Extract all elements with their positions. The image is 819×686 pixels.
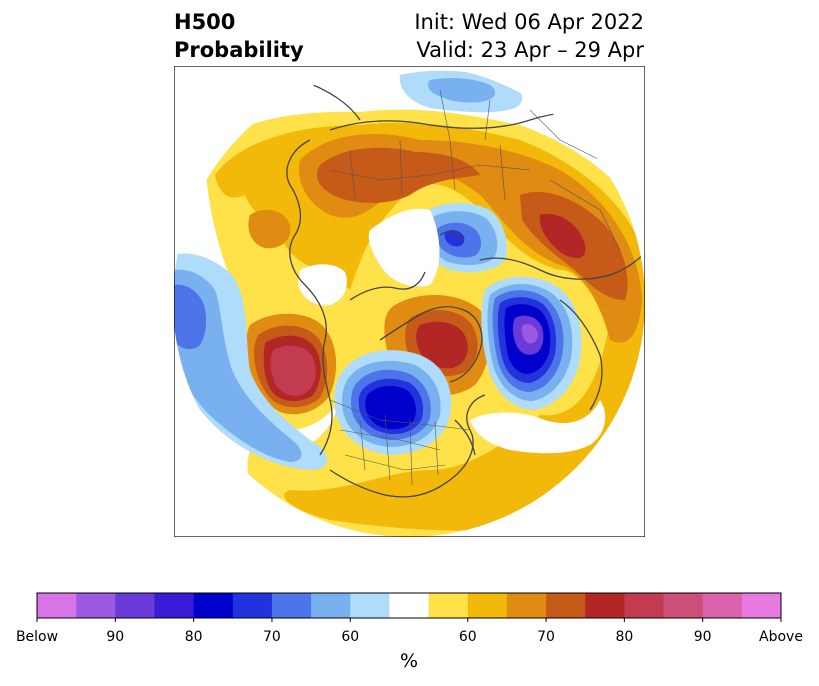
colorbar-outline bbox=[36, 592, 782, 619]
below-atl-90 bbox=[521, 324, 538, 344]
colorbar-segment bbox=[506, 593, 547, 618]
colorbar-tick-label: 80 bbox=[184, 629, 203, 645]
colorbar-segment bbox=[663, 593, 704, 618]
colorbar-segment bbox=[585, 593, 625, 618]
near-normal-pacific bbox=[298, 264, 347, 306]
title-init-date: Init: Wed 06 Apr 2022 bbox=[414, 10, 644, 34]
colorbar-segment bbox=[350, 593, 390, 618]
title-variable: H500 bbox=[174, 10, 236, 34]
colorbar-segment bbox=[193, 593, 234, 618]
colorbar-tick-label: 60 bbox=[458, 629, 477, 645]
colorbar-tick-label: 70 bbox=[263, 629, 281, 645]
above-75-region bbox=[316, 147, 480, 203]
above-west-coast-85 bbox=[270, 345, 316, 396]
colorbar-tick-label: Above bbox=[759, 629, 803, 645]
colorbar-tick-label: 90 bbox=[693, 629, 712, 645]
coastlines bbox=[286, 79, 645, 498]
colorbar-segment bbox=[546, 593, 586, 618]
near-normal-eurasia bbox=[368, 208, 440, 287]
colorbar bbox=[36, 592, 782, 622]
colorbar-segment bbox=[741, 593, 782, 618]
below-pacific-70 bbox=[174, 284, 207, 350]
chart-title-right: Init: Wed 06 Apr 2022 Valid: 23 Apr – 29… bbox=[414, 8, 644, 64]
probability-field bbox=[174, 66, 645, 537]
above-70-west bbox=[248, 209, 291, 249]
colorbar-tick-label: 70 bbox=[537, 629, 555, 645]
colorbar-segment bbox=[428, 593, 469, 618]
colorbar-segment bbox=[389, 593, 429, 618]
colorbar-tick-label: 60 bbox=[341, 629, 360, 645]
colorbar-segment bbox=[76, 593, 116, 618]
colorbar-segment bbox=[271, 593, 312, 618]
title-valid-range: Valid: 23 Apr – 29 Apr bbox=[416, 38, 644, 62]
colorbar-segment bbox=[232, 593, 273, 618]
above-greenland-80 bbox=[416, 321, 468, 369]
near-normal-atlantic bbox=[470, 400, 606, 454]
colorbar-segment bbox=[624, 593, 664, 618]
colorbar-tick-label: 90 bbox=[106, 629, 125, 645]
colorbar-unit-label: % bbox=[399, 650, 419, 672]
below-na-80 bbox=[365, 385, 416, 430]
colorbar-segment bbox=[115, 593, 155, 618]
colorbar-segment bbox=[37, 593, 77, 618]
colorbar-segment bbox=[467, 593, 508, 618]
borders bbox=[329, 89, 621, 486]
colorbar-tick-label: Below bbox=[15, 629, 59, 645]
below-siberia-65 bbox=[427, 77, 496, 103]
title-field: Probability bbox=[174, 38, 304, 62]
colorbar-tick-label: 80 bbox=[615, 629, 634, 645]
chart-title-left: H500 Probability bbox=[174, 8, 304, 64]
above-80-east bbox=[539, 214, 586, 259]
below-arctic-75 bbox=[444, 229, 465, 247]
colorbar-segment bbox=[154, 593, 195, 618]
colorbar-segment bbox=[311, 593, 351, 618]
colorbar-segment bbox=[702, 593, 743, 618]
